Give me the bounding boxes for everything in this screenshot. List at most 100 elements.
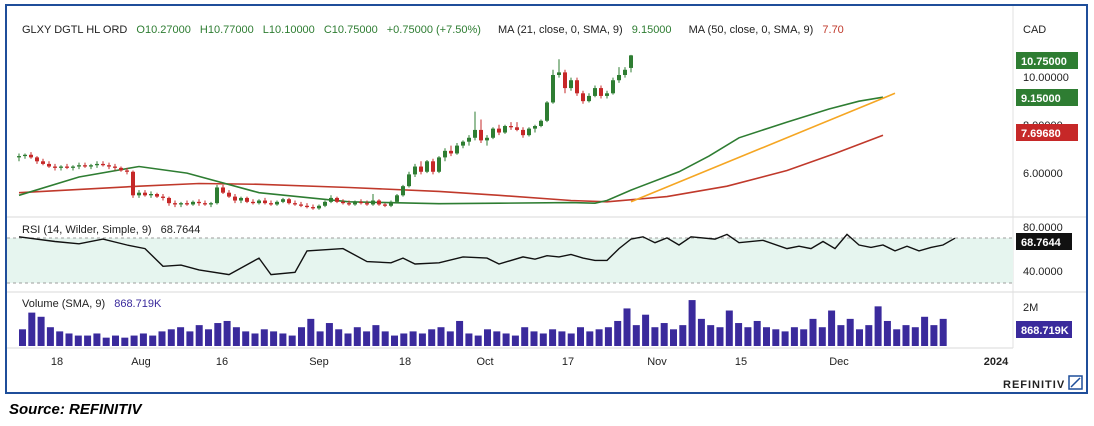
candle-body	[335, 197, 339, 202]
candle-body	[209, 203, 213, 205]
candle-body	[539, 120, 543, 126]
volume-bar	[19, 329, 26, 346]
candle-body	[629, 55, 633, 68]
volume-bar	[911, 327, 919, 346]
volume-bar	[930, 325, 938, 346]
volume-bar	[456, 320, 464, 346]
brand-label: REFINITIV	[1003, 379, 1065, 391]
rsi-value: 68.7644	[161, 224, 201, 236]
volume-bar	[84, 335, 92, 346]
candle-body	[221, 187, 225, 193]
volume-bar	[893, 329, 901, 346]
candle-body	[443, 150, 447, 158]
rsi-tag	[1016, 233, 1072, 250]
candle-body	[125, 170, 129, 172]
volume-bar	[586, 331, 594, 346]
x-axis-label: 15	[735, 356, 747, 368]
candle-body	[149, 194, 153, 196]
candle-body	[173, 203, 177, 205]
ma21-price-tag-text: 9.15000	[1021, 93, 1061, 105]
ma21-label: MA (21, close, 0, SMA, 9)	[498, 24, 623, 36]
candle-body	[623, 69, 627, 75]
volume-bar	[381, 331, 389, 346]
x-axis-label: 16	[216, 356, 228, 368]
candle-body	[389, 201, 393, 206]
x-axis-label: 2024	[984, 356, 1009, 368]
x-axis-label: 18	[399, 356, 411, 368]
volume-bar	[232, 327, 240, 346]
price-series-layer	[17, 54, 896, 210]
volume-bar	[800, 329, 808, 346]
volume-bar	[74, 335, 82, 346]
volume-bar	[725, 310, 733, 346]
candle-body	[77, 165, 81, 167]
candle-body	[611, 80, 615, 94]
volume-bar	[707, 325, 715, 346]
volume-bar	[632, 325, 640, 346]
candle-body	[41, 161, 45, 164]
x-axis-label: Oct	[476, 356, 493, 368]
candle-body	[473, 129, 477, 138]
ma21-line	[18, 96, 884, 205]
candle-body	[479, 129, 483, 141]
candle-body	[557, 72, 561, 75]
candle-body	[191, 201, 195, 205]
candle-body	[287, 199, 291, 204]
candle-body	[329, 197, 333, 202]
candle-body	[359, 201, 363, 204]
candle-body	[449, 150, 453, 154]
volume-bar	[484, 329, 491, 346]
volume-bar	[577, 327, 584, 346]
candle-body	[587, 95, 591, 102]
ma50-label: MA (50, close, 0, SMA, 9)	[689, 24, 814, 36]
candle-body	[263, 200, 267, 204]
volume-bar	[149, 335, 157, 346]
candle-body	[581, 93, 585, 102]
x-axis-label: Aug	[131, 356, 151, 368]
currency-label: CAD	[1023, 24, 1046, 36]
candle-body	[491, 128, 495, 138]
candle-body	[245, 197, 249, 202]
candle-body	[47, 163, 51, 167]
candle-body	[101, 163, 105, 166]
candle-body	[239, 197, 243, 201]
rsi-legend: RSI (14, Wilder, Simple, 9) 68.7644	[22, 224, 200, 236]
candle-body	[527, 128, 531, 136]
volume-bar	[372, 325, 380, 346]
volume-bar	[279, 333, 287, 346]
volume-bar	[195, 325, 203, 346]
volume-tag	[1016, 321, 1072, 338]
volume-bar	[446, 331, 454, 346]
candle-body	[551, 75, 555, 103]
price-tick-6: 6.00000	[1023, 168, 1063, 180]
candle-body	[83, 165, 87, 167]
volume-bar	[763, 327, 770, 346]
candle-body	[257, 200, 261, 204]
ma50-price-tag	[1016, 124, 1078, 141]
candle-body	[605, 93, 609, 96]
candle-body	[563, 72, 567, 89]
volume-bar	[93, 333, 101, 346]
chart-canvas: GLXY DGTL HL ORD O10.27000 H10.77000 L10…	[7, 6, 1086, 391]
x-axis-label: Dec	[829, 356, 849, 368]
volume-bar	[744, 327, 752, 346]
candle-body	[467, 137, 471, 142]
candle-body	[299, 204, 303, 206]
volume-bar	[614, 320, 622, 346]
candle-body	[131, 171, 135, 196]
volume-bar	[418, 333, 426, 346]
volume-bar	[363, 331, 371, 346]
candle-body	[395, 195, 399, 202]
candle-body	[425, 161, 429, 172]
candle-body	[545, 102, 549, 121]
close-price-tag	[1016, 52, 1078, 69]
volume-bar	[288, 335, 296, 346]
candle-body	[575, 80, 579, 94]
volume-bar	[46, 327, 54, 346]
close-price-tag-text: 10.75000	[1021, 56, 1067, 68]
volume-bar	[735, 323, 743, 346]
candle-body	[317, 205, 321, 209]
brand-logo-icon	[1068, 375, 1083, 390]
volume-bar	[353, 327, 361, 346]
volume-bar	[502, 333, 510, 346]
